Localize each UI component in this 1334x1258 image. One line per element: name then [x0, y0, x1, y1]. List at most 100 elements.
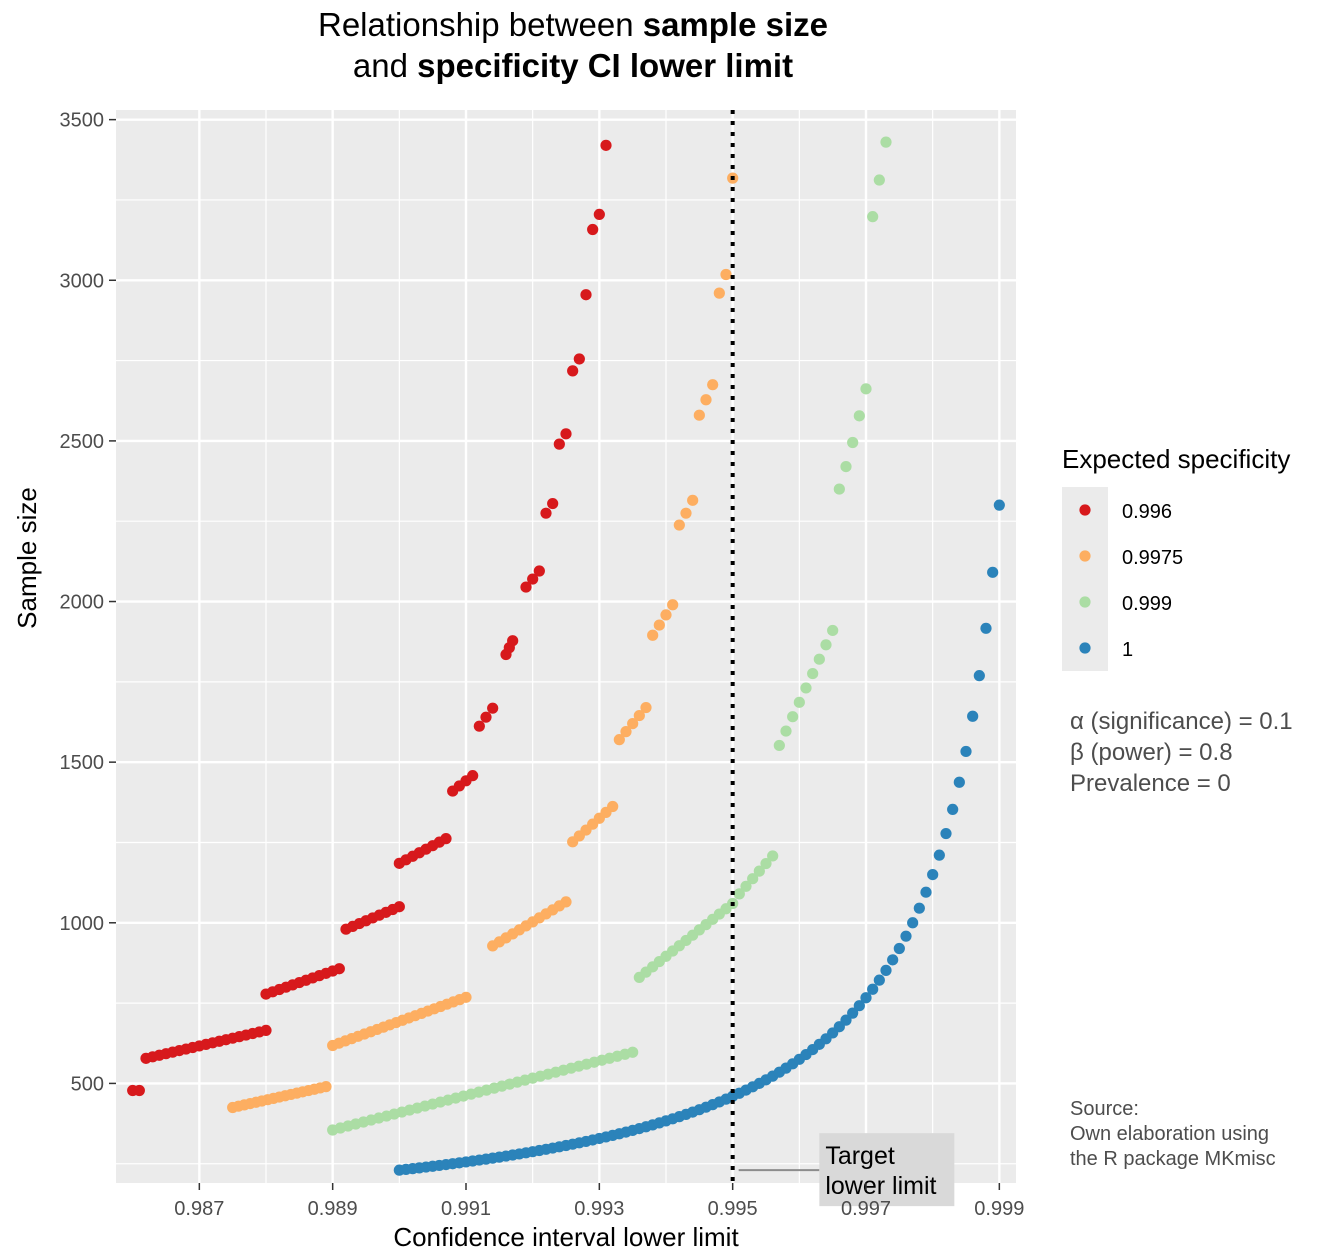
- point-spec-0_9975: [607, 800, 619, 813]
- x-tick-label: 0.995: [708, 1198, 758, 1220]
- point-spec-0_999: [760, 857, 772, 870]
- point-spec-0_9975: [713, 287, 725, 299]
- source-line-1: Source:: [1070, 1098, 1139, 1120]
- point-spec-0_999: [787, 711, 799, 723]
- title-segment: Relationship between: [318, 6, 643, 43]
- point-spec-0_999: [820, 639, 832, 651]
- point-spec-0_9975: [613, 734, 625, 746]
- point-spec-0_996: [393, 901, 405, 913]
- point-spec-0_9975: [700, 394, 712, 406]
- legend-title: Expected specificity: [1062, 444, 1290, 474]
- point-spec-0_9975: [720, 268, 732, 281]
- y-axis: 500 1000 1500 2000 2500 3000 3500: [60, 110, 116, 1095]
- point-spec-0_9975: [680, 507, 692, 519]
- point-spec-0_9975: [693, 409, 705, 421]
- x-tick-label: 0.997: [841, 1198, 891, 1220]
- point-spec-0_996: [480, 711, 492, 723]
- point-spec-0_996: [587, 223, 599, 236]
- y-axis-title: Sample size: [12, 487, 42, 629]
- x-tick-label: 0.999: [974, 1198, 1024, 1220]
- point-spec-1: [847, 1007, 859, 1019]
- point-spec-0_996: [467, 770, 479, 782]
- legend-label: 0.9975: [1122, 547, 1183, 569]
- point-spec-0_999: [793, 696, 805, 708]
- x-axis-title: Confidence interval lower limit: [393, 1222, 739, 1252]
- y-tick-label: 2000: [60, 592, 105, 614]
- point-spec-0_999: [847, 436, 859, 449]
- source-line-3: the R package MKmisc: [1070, 1148, 1276, 1170]
- point-spec-0_999: [807, 667, 819, 680]
- point-spec-0_9975: [320, 1081, 332, 1093]
- point-spec-0_999: [773, 739, 785, 752]
- point-spec-0_999: [780, 725, 792, 737]
- title-segment: specificity CI lower limit: [417, 47, 793, 84]
- source-line-2: Own elaboration using: [1070, 1123, 1269, 1145]
- y-tick-label: 3500: [60, 110, 105, 132]
- point-spec-0_996: [560, 428, 572, 440]
- y-tick-label: 500: [71, 1073, 104, 1095]
- point-spec-0_996: [473, 720, 485, 732]
- data-points: [127, 136, 1005, 1176]
- point-spec-0_9975: [560, 896, 572, 908]
- point-spec-1: [993, 499, 1005, 511]
- point-spec-0_999: [733, 888, 745, 900]
- caption-power: β (power) = 0.8: [1070, 739, 1233, 766]
- point-spec-0_996: [533, 565, 545, 577]
- point-spec-1: [900, 930, 912, 942]
- point-spec-0_9975: [640, 701, 652, 714]
- annotation-box: [819, 1133, 955, 1207]
- point-spec-0_999: [767, 850, 779, 862]
- caption-prevalence: Prevalence = 0: [1070, 770, 1231, 797]
- point-spec-1: [927, 868, 939, 881]
- point-spec-0_996: [593, 208, 605, 221]
- point-spec-0_9975: [653, 619, 665, 631]
- title-segment: sample size: [643, 6, 828, 43]
- point-spec-0_999: [833, 483, 845, 495]
- point-spec-0_999: [873, 174, 885, 186]
- point-spec-0_999: [740, 880, 752, 892]
- point-spec-1: [980, 622, 992, 634]
- x-tick-label: 0.987: [174, 1198, 224, 1220]
- point-spec-0_996: [333, 963, 345, 975]
- y-tick-label: 2500: [60, 431, 105, 453]
- point-spec-1: [887, 954, 899, 966]
- point-spec-0_999: [813, 653, 825, 665]
- point-spec-1: [880, 964, 892, 976]
- point-spec-1: [987, 566, 999, 578]
- point-spec-0_996: [440, 833, 452, 845]
- point-spec-0_999: [880, 136, 892, 148]
- chart-title-line-2: and specificity CI lower limit: [353, 47, 793, 84]
- point-spec-0_996: [487, 702, 499, 714]
- title-segment: and: [353, 47, 417, 84]
- point-spec-0_9975: [667, 599, 679, 611]
- legend-key-0_999: [1079, 596, 1091, 608]
- point-spec-1: [933, 849, 945, 861]
- point-spec-0_999: [800, 682, 812, 694]
- x-axis: 0.987 0.989 0.991 0.993 0.995 0.997 0.999: [174, 1183, 1024, 1220]
- point-spec-0_996: [567, 365, 579, 377]
- point-spec-0_9975: [707, 379, 719, 391]
- legend-key-1: [1079, 642, 1091, 654]
- point-spec-0_9975: [460, 991, 472, 1003]
- point-spec-0_9975: [673, 519, 685, 531]
- point-spec-1: [853, 1000, 865, 1012]
- point-spec-1: [873, 974, 885, 986]
- legend-label: 0.996: [1122, 501, 1172, 523]
- legend: Expected specificity 0.996 0.9975 0.999 1: [1062, 444, 1290, 671]
- legend-key-background: [1062, 487, 1108, 671]
- point-spec-0_996: [260, 1024, 272, 1036]
- grid-lines: [116, 110, 1016, 1183]
- x-tick-label: 0.993: [574, 1198, 624, 1220]
- point-spec-1: [840, 1014, 852, 1026]
- plot-panel: [116, 110, 1016, 1183]
- point-spec-0_999: [840, 461, 852, 473]
- legend-key-0_996: [1079, 504, 1091, 516]
- chart-title-line-1: Relationship between sample size: [318, 6, 828, 43]
- point-spec-1: [913, 902, 925, 914]
- parameters-caption: α (significance) = 0.1 β (power) = 0.8 P…: [1070, 708, 1293, 797]
- point-spec-1: [973, 670, 985, 682]
- point-spec-0_9975: [633, 709, 645, 722]
- point-spec-1: [947, 803, 959, 816]
- point-spec-1: [920, 886, 932, 898]
- point-spec-1: [953, 776, 965, 788]
